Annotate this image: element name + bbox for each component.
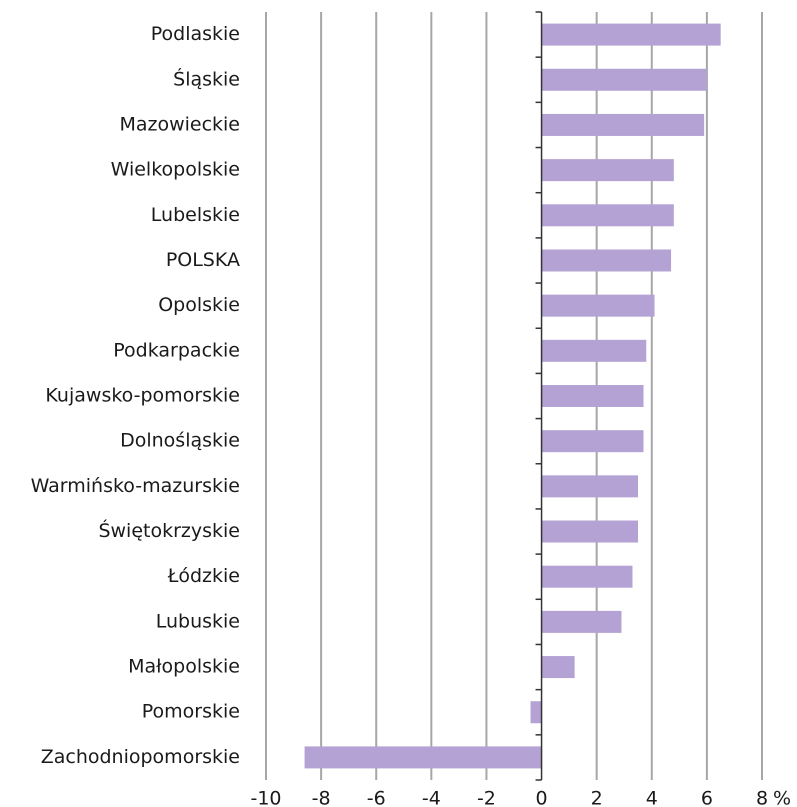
bar bbox=[541, 430, 644, 453]
bar bbox=[541, 520, 638, 543]
y-tick-label: Opolskie bbox=[158, 294, 240, 316]
y-tick-label: Wielkopolskie bbox=[111, 159, 240, 181]
x-tick-label: -6 bbox=[367, 788, 386, 807]
y-tick-label: Podkarpackie bbox=[113, 339, 240, 361]
bar bbox=[541, 294, 655, 317]
x-tick-label: 8 bbox=[756, 788, 768, 807]
y-tick-label: Małopolskie bbox=[128, 656, 240, 678]
y-tick-label: Mazowieckie bbox=[119, 113, 240, 135]
bar bbox=[541, 159, 674, 182]
x-tick-label: -8 bbox=[312, 788, 331, 807]
y-tick-label: Lubelskie bbox=[151, 204, 240, 226]
bar bbox=[541, 113, 705, 136]
x-tick-label: 6 bbox=[701, 788, 713, 807]
y-tick-label: Śląskie bbox=[173, 66, 240, 90]
x-tick-label: 0 bbox=[536, 788, 548, 807]
x-tick-label: -2 bbox=[477, 788, 496, 807]
y-tick-label: Podlaskie bbox=[151, 23, 240, 45]
bar bbox=[530, 701, 542, 724]
y-tick-label: POLSKA bbox=[166, 249, 240, 271]
x-tick-label: -4 bbox=[422, 788, 441, 807]
y-tick-label: Pomorskie bbox=[142, 701, 240, 723]
y-tick-label: Zachodniopomorskie bbox=[41, 746, 240, 768]
bar bbox=[304, 746, 542, 769]
bar bbox=[541, 68, 707, 91]
bar bbox=[541, 249, 672, 272]
bar bbox=[541, 475, 638, 498]
y-tick-label: Kujawsko-pomorskie bbox=[45, 385, 240, 407]
y-tick-label: Lubuskie bbox=[156, 610, 240, 632]
x-tick-label: 2 bbox=[591, 788, 603, 807]
x-tick-label: 4 bbox=[646, 788, 658, 807]
bar bbox=[541, 656, 575, 679]
bar bbox=[541, 339, 647, 362]
bar bbox=[541, 610, 622, 633]
bar bbox=[541, 385, 644, 407]
x-axis-unit: % bbox=[773, 788, 791, 807]
bar bbox=[541, 204, 674, 227]
y-tick-label: Dolnośląskie bbox=[120, 430, 240, 452]
bar bbox=[541, 23, 721, 46]
y-tick-label: Warmińsko-mazurskie bbox=[31, 475, 240, 497]
x-tick-label: -10 bbox=[250, 788, 281, 807]
y-tick-label: Świętokrzyskie bbox=[98, 518, 240, 542]
y-tick-label: Łódzkie bbox=[167, 565, 240, 587]
bar bbox=[541, 565, 633, 588]
